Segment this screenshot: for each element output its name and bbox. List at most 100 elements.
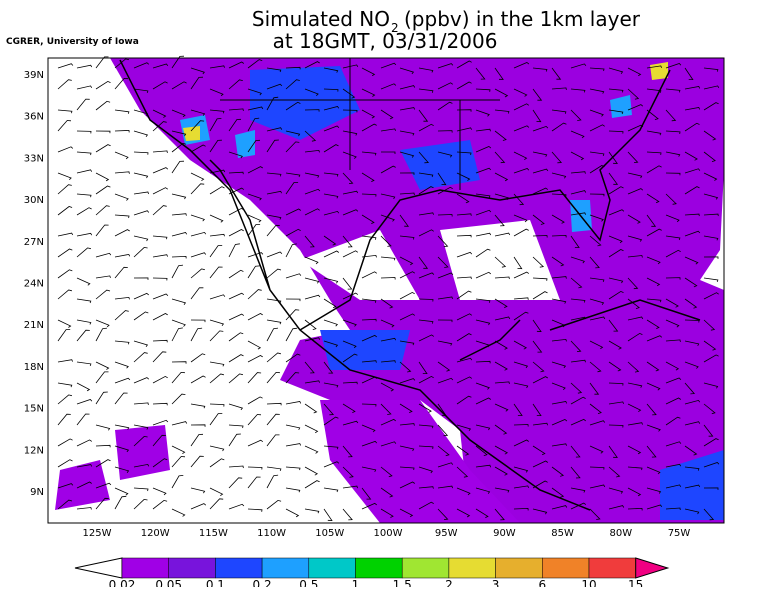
- wind-barb: [228, 269, 244, 279]
- wind-barb: [285, 327, 298, 342]
- wind-barb: [190, 183, 205, 195]
- wind-barb: [266, 139, 279, 153]
- wind-barb: [399, 313, 416, 321]
- wind-barb: [399, 378, 416, 384]
- wind-barb: [532, 67, 548, 72]
- wind-barb: [361, 466, 377, 472]
- wind-barb: [361, 67, 376, 77]
- wind-barb: [570, 256, 585, 264]
- wind-barb: [114, 193, 129, 201]
- wind-barb: [342, 209, 359, 216]
- wind-barb: [532, 460, 549, 468]
- wind-barb: [703, 277, 719, 283]
- wind-barb: [190, 287, 204, 300]
- wind-barb: [418, 298, 434, 302]
- wind-barb: [380, 128, 396, 132]
- wind-barb: [342, 64, 359, 69]
- wind-barb: [114, 151, 129, 160]
- wind-barb: [513, 507, 529, 511]
- wind-barb: [418, 172, 434, 178]
- wind-barb: [608, 401, 624, 405]
- wind-barb: [418, 186, 434, 195]
- wind-barb: [399, 85, 416, 90]
- wind-barb: [703, 438, 719, 447]
- wind-barb: [95, 497, 109, 510]
- wind-barb: [228, 433, 241, 447]
- wind-barb: [361, 151, 377, 156]
- wind-barb: [228, 61, 245, 69]
- wind-barb: [114, 495, 127, 510]
- wind-barb: [323, 106, 340, 111]
- wind-barb: [608, 186, 624, 195]
- wind-barb: [228, 229, 244, 237]
- colorbar-label: 10: [581, 578, 596, 587]
- wind-barb: [399, 481, 416, 489]
- wind-barb: [456, 290, 472, 300]
- wind-barb: [190, 109, 206, 116]
- wind-barb: [456, 424, 472, 432]
- wind-barb: [95, 319, 110, 328]
- wind-barb: [646, 424, 661, 432]
- wind-barb: [665, 416, 681, 426]
- wind-barb: [456, 251, 473, 258]
- wind-barb: [684, 107, 701, 111]
- wind-barb: [114, 229, 130, 237]
- wind-barb: [209, 139, 222, 153]
- wind-barb: [209, 361, 225, 367]
- wind-barb: [76, 507, 92, 510]
- lat-label: 24N: [24, 279, 44, 290]
- wind-barb: [304, 480, 320, 489]
- wind-barb: [171, 371, 185, 384]
- wind-barb: [570, 190, 587, 195]
- wind-barb: [703, 151, 716, 162]
- wind-barb: [627, 104, 644, 111]
- lon-labels: 125W 120W 115W 110W 105W 100W 95W 90W 85W 80W 75W: [83, 528, 691, 539]
- wind-barb: [304, 337, 321, 342]
- wind-barb: [437, 214, 453, 217]
- wind-barb: [190, 433, 204, 447]
- wind-barb: [494, 276, 510, 280]
- colorbar-box: [308, 557, 356, 579]
- wind-barb: [589, 235, 602, 247]
- wind-barb: [247, 355, 263, 363]
- colorbar-box: [495, 557, 543, 579]
- wind-barb: [437, 340, 453, 346]
- wind-barb: [114, 445, 130, 453]
- wind-barb: [570, 235, 580, 248]
- wind-barb: [190, 424, 206, 427]
- wind-barb: [380, 319, 395, 328]
- wind-barb: [152, 402, 168, 406]
- wind-barb: [703, 403, 716, 415]
- wind-barb: [266, 268, 282, 279]
- wind-barb: [133, 62, 150, 69]
- wind-barb: [627, 316, 644, 321]
- wind-barb: [209, 233, 225, 237]
- wind-barb: [228, 503, 245, 510]
- wind-barb: [171, 213, 187, 216]
- wind-barb: [95, 224, 109, 237]
- no2-field: [250, 66, 724, 520]
- wind-barb: [532, 319, 542, 332]
- wind-barb: [589, 256, 600, 269]
- wind-barb: [608, 249, 624, 258]
- lon-label: 75W: [668, 528, 691, 539]
- wind-barb: [76, 98, 90, 111]
- wind-barb: [285, 130, 301, 137]
- wind-barb: [285, 273, 302, 279]
- wind-barb: [57, 359, 73, 363]
- colorbar-box: [588, 557, 636, 579]
- wind-barb: [361, 502, 378, 510]
- wind-barb: [190, 268, 205, 279]
- wind-barb: [437, 445, 450, 457]
- wind-barb: [304, 445, 319, 454]
- wind-barb: [95, 361, 110, 370]
- wind-barb: [95, 130, 111, 134]
- wind-barb: [684, 298, 698, 309]
- wind-barb: [304, 130, 317, 142]
- wind-barb: [247, 59, 263, 69]
- wind-barb: [494, 256, 507, 268]
- wind-barb: [285, 208, 302, 216]
- wind-barb: [589, 382, 600, 395]
- wind-barb: [494, 214, 505, 227]
- wind-barb: [437, 172, 447, 186]
